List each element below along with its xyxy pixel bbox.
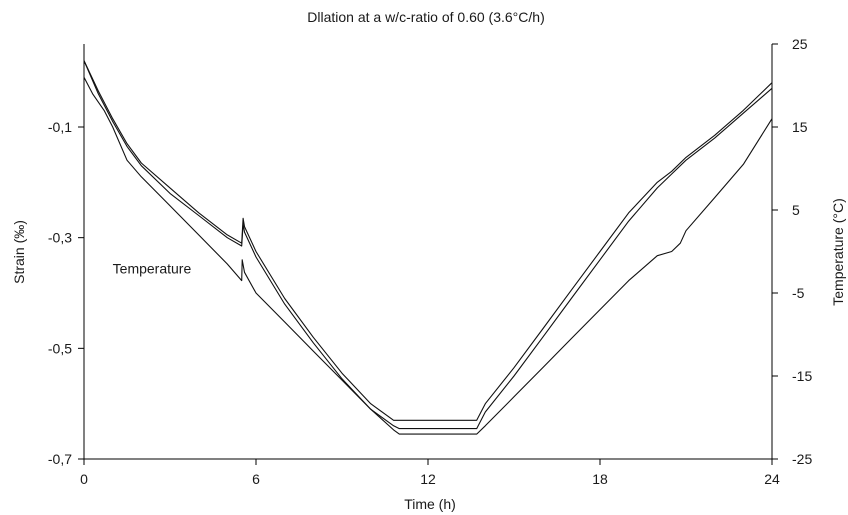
y2-tick-label: -25 xyxy=(792,451,812,467)
y-tick-label: -0,3 xyxy=(48,230,72,246)
series-line-temperature xyxy=(83,76,773,435)
annotation-temperature: Temperature xyxy=(113,261,192,277)
x-tick-label: 6 xyxy=(252,471,260,487)
y-tick-label: -0,7 xyxy=(48,451,72,467)
y2-tick-label: 5 xyxy=(792,202,800,218)
series-line-strain-2 xyxy=(83,60,773,430)
series-layer xyxy=(83,60,773,435)
y2-tick-label: -5 xyxy=(792,285,805,301)
axes: 0 6 12 18 24 -0,1 -0,3 -0,5 -0,7 25 15 5 -5 -15 -25 xyxy=(48,36,813,487)
y-axis-label: Strain (‰) xyxy=(11,220,27,284)
x-tick-label: 24 xyxy=(764,471,780,487)
chart-title: Dllation at a w/c-ratio of 0.60 (3.6°C/h… xyxy=(307,9,544,25)
y2-tick-label: 25 xyxy=(792,36,808,52)
series-line-strain-1 xyxy=(83,60,773,421)
y-tick-label: -0,1 xyxy=(48,119,72,135)
x-tick-label: 12 xyxy=(420,471,436,487)
x-axis-label: Time (h) xyxy=(404,496,456,512)
y2-axis-label: Temperature (°C) xyxy=(830,198,846,306)
y2-tick-label: 15 xyxy=(792,119,808,135)
x-tick-label: 18 xyxy=(592,471,608,487)
plot-frame xyxy=(83,44,773,460)
y-tick-label: -0,5 xyxy=(48,340,72,356)
x-tick-label: 0 xyxy=(80,471,88,487)
y2-tick-label: -15 xyxy=(792,368,812,384)
